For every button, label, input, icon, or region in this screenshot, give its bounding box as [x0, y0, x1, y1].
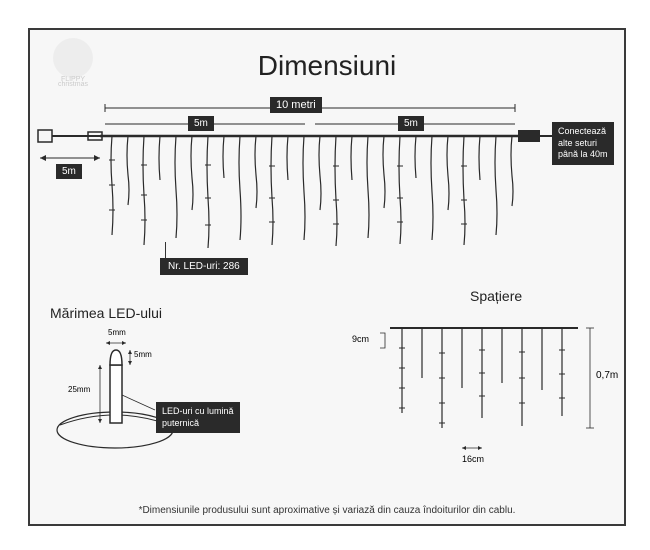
spacing-drop: 0,7m [596, 370, 618, 381]
led-size-diagram [40, 325, 230, 465]
logo-text-2: christmas [38, 81, 108, 88]
label-total-length: 10 metri [270, 97, 322, 113]
led-w: 5mm [108, 328, 126, 337]
spacing-diagram [330, 308, 620, 478]
label-lead-cable: 5m [56, 164, 82, 179]
connect-l3: până la 40m [558, 149, 608, 161]
led-stem: 25mm [68, 385, 90, 394]
top-icicle-diagram [30, 90, 624, 260]
spacing-9cm: 9cm [352, 334, 369, 344]
led-count-connector [165, 242, 166, 258]
page-title: Dimensiuni [30, 50, 624, 82]
spacing-title: Spațiere [470, 288, 522, 304]
label-half-right: 5m [398, 116, 424, 131]
led-h: 5mm [134, 350, 152, 359]
connect-l1: Conectează [558, 126, 608, 138]
disclaimer-text: *Dimensiunile produsului sunt aproximati… [30, 505, 624, 516]
label-half-left: 5m [188, 116, 214, 131]
led-desc-l1: LED-uri cu lumină [162, 406, 234, 418]
led-desc-l2: puternică [162, 418, 234, 430]
spacing-16cm: 16cm [462, 454, 484, 464]
label-connect: Conectează alte seturi până la 40m [552, 122, 614, 165]
diagram-frame: FLIPPY christmas Dimensiuni [28, 28, 626, 526]
led-size-title: Mărimea LED-ului [50, 305, 162, 321]
connect-l2: alte seturi [558, 138, 608, 150]
label-led-desc: LED-uri cu lumină puternică [156, 402, 240, 433]
label-led-count: Nr. LED-uri: 286 [160, 258, 248, 275]
